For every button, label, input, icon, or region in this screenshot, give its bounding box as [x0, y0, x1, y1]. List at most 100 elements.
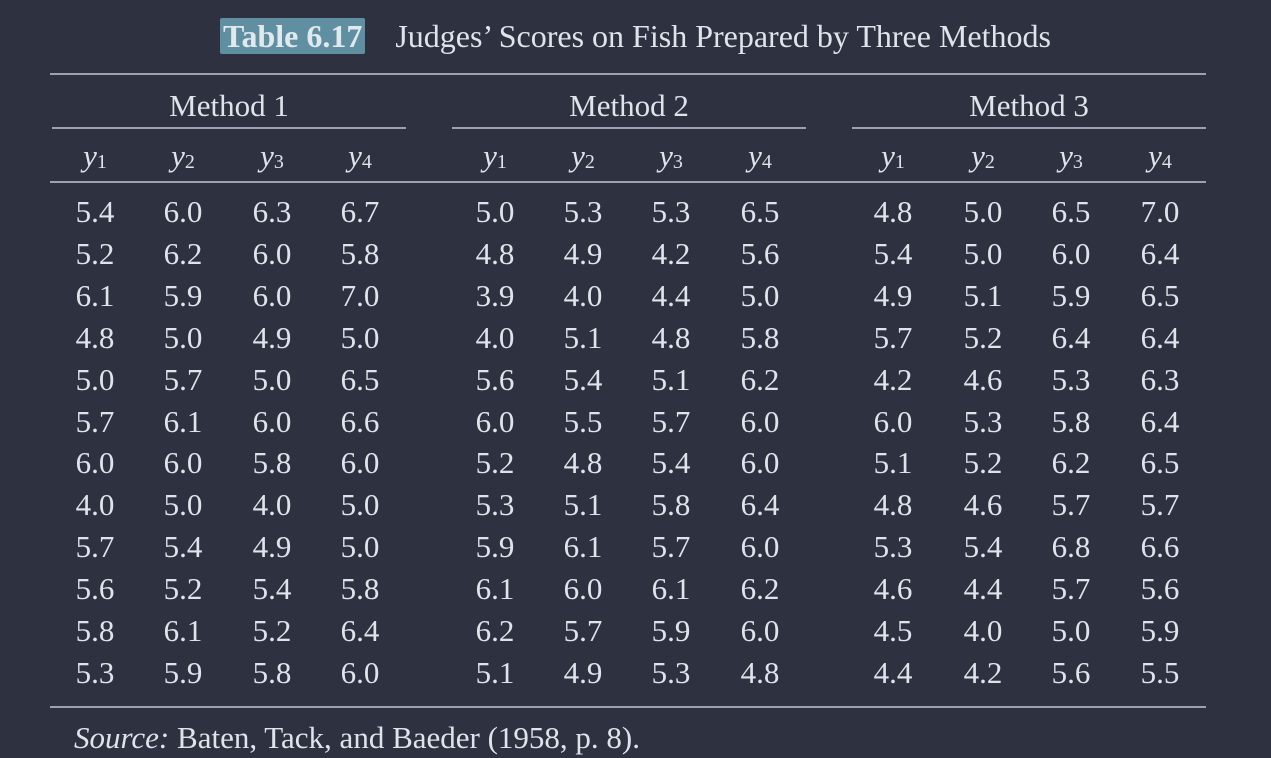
score-cell: 5.8	[1051, 403, 1091, 439]
variable-symbol: y	[171, 138, 185, 173]
score-cell: 5.6	[740, 235, 780, 271]
score-cell: 5.4	[873, 235, 913, 271]
variable-header: y1	[460, 136, 530, 182]
score-cell: 5.8	[340, 571, 380, 607]
score-cell: 6.0	[740, 613, 780, 648]
score-cell: 5.3	[651, 194, 691, 229]
score-cell: 5.4	[963, 529, 1003, 565]
score-cell: 4.8	[873, 487, 913, 523]
variable-symbol: y	[659, 138, 673, 173]
score-cell: 5.3	[651, 654, 691, 690]
score-cell: 5.6	[475, 361, 515, 397]
score-cell: 6.3	[1140, 361, 1180, 397]
score-cell: 4.0	[963, 613, 1003, 648]
score-cell: 5.9	[163, 654, 203, 690]
score-cell: 5.6	[75, 571, 115, 607]
score-cell: 5.1	[963, 277, 1003, 313]
score-cell: 6.0	[75, 445, 115, 481]
score-cell: 6.2	[1051, 445, 1091, 481]
score-cell: 4.0	[252, 487, 292, 523]
variable-subscript: 3	[672, 151, 683, 173]
score-cell: 5.7	[873, 319, 913, 355]
table-bottom-rule	[50, 706, 1206, 708]
source-note: Source: Baten, Tack, and Baeder (1958, p…	[74, 718, 640, 758]
score-cell: 6.5	[1140, 445, 1180, 481]
table-title: Judges’ Scores on Fish Prepared by Three…	[395, 18, 1051, 54]
variable-subscript: 1	[496, 151, 507, 173]
variable-subscript: 4	[361, 151, 372, 173]
score-cell: 5.8	[252, 445, 292, 481]
variable-symbol: y	[348, 138, 362, 173]
score-cell: 5.0	[340, 529, 380, 565]
variable-symbol: y	[571, 138, 585, 173]
score-cell: 6.6	[340, 403, 380, 439]
score-cell: 5.1	[873, 445, 913, 481]
score-cell: 6.5	[1140, 277, 1180, 313]
score-cell: 5.7	[1051, 487, 1091, 523]
score-cell: 6.0	[163, 445, 203, 481]
score-cell: 4.8	[75, 319, 115, 355]
score-cell: 6.1	[163, 403, 203, 439]
score-cell: 5.7	[75, 529, 115, 565]
score-cell: 5.7	[563, 613, 603, 648]
variable-header: y3	[1036, 136, 1106, 182]
score-cell: 6.4	[1140, 403, 1180, 439]
score-cell: 5.0	[340, 487, 380, 523]
variable-header: y4	[1125, 136, 1195, 182]
score-cell: 6.8	[1051, 529, 1091, 565]
score-cell: 5.6	[1140, 571, 1180, 607]
score-cell: 6.4	[1140, 235, 1180, 271]
score-cell: 6.2	[740, 571, 780, 607]
score-cell: 5.0	[75, 361, 115, 397]
variable-subscript: 3	[273, 151, 284, 173]
score-cell: 5.2	[75, 235, 115, 271]
score-cell: 6.6	[1140, 529, 1180, 565]
score-cell: 5.5	[563, 403, 603, 439]
score-cell: 5.1	[563, 487, 603, 523]
variable-symbol: y	[260, 138, 274, 173]
score-cell: 6.1	[475, 571, 515, 607]
score-cell: 4.0	[75, 487, 115, 523]
score-cell: 5.7	[1140, 487, 1180, 523]
score-cell: 5.7	[163, 361, 203, 397]
score-cell: 4.2	[651, 235, 691, 271]
score-cell: 5.7	[651, 529, 691, 565]
score-cell: 6.0	[340, 445, 380, 481]
score-cell: 6.4	[740, 487, 780, 523]
variable-header: y3	[636, 136, 706, 182]
score-cell: 5.3	[963, 403, 1003, 439]
score-cell: 7.0	[340, 277, 380, 313]
score-cell: 5.3	[563, 194, 603, 229]
method-subrule	[452, 127, 806, 129]
score-cell: 6.1	[163, 613, 203, 648]
score-cell: 6.2	[740, 361, 780, 397]
score-cell: 4.9	[252, 529, 292, 565]
variable-subscript: 2	[984, 151, 995, 173]
variable-header: y3	[237, 136, 307, 182]
score-cell: 5.8	[651, 487, 691, 523]
variable-subscript: 2	[584, 151, 595, 173]
score-cell: 6.0	[740, 529, 780, 565]
score-cell: 4.4	[963, 571, 1003, 607]
score-cell: 6.5	[1051, 194, 1091, 229]
score-cell: 3.9	[475, 277, 515, 313]
score-cell: 5.3	[475, 487, 515, 523]
variable-header: y4	[325, 136, 395, 182]
score-cell: 5.4	[252, 571, 292, 607]
score-cell: 5.0	[252, 361, 292, 397]
score-cell: 4.5	[873, 613, 913, 648]
score-cell: 6.0	[1051, 235, 1091, 271]
variable-subscript: 2	[184, 151, 195, 173]
score-cell: 5.0	[963, 235, 1003, 271]
score-cell: 6.0	[563, 571, 603, 607]
score-cell: 4.0	[475, 319, 515, 355]
score-cell: 6.0	[873, 403, 913, 439]
score-cell: 5.4	[163, 529, 203, 565]
score-cell: 6.7	[340, 194, 380, 229]
variable-header: y2	[548, 136, 618, 182]
score-cell: 4.4	[651, 277, 691, 313]
score-cell: 6.0	[252, 277, 292, 313]
variable-subscript: 4	[1161, 151, 1172, 173]
variable-header: y2	[948, 136, 1018, 182]
header-bottom-rule	[50, 181, 1206, 183]
